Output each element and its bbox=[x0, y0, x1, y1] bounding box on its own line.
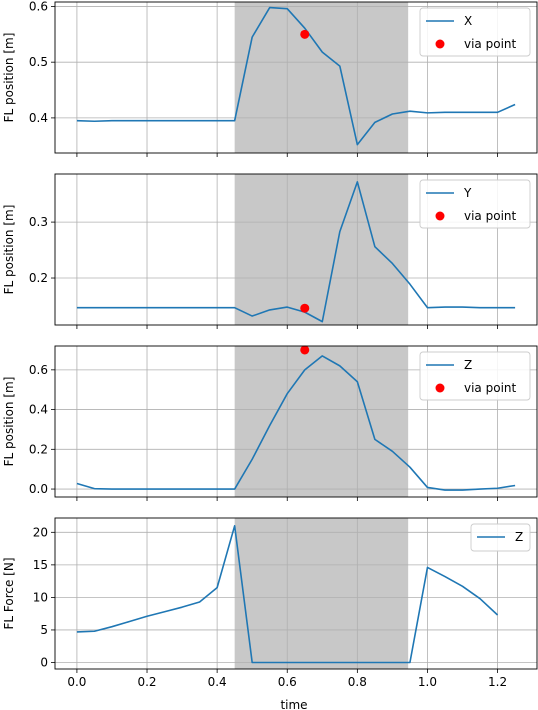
shaded-region bbox=[234, 346, 409, 497]
legend-box bbox=[419, 351, 531, 401]
y-axis-label: FL Force [N] bbox=[2, 557, 16, 629]
y-tick-label: 0.6 bbox=[29, 363, 48, 377]
y-tick-label: 10 bbox=[33, 590, 48, 604]
shaded-region bbox=[234, 174, 409, 325]
legend-label: via point bbox=[464, 381, 517, 395]
y-tick-label: 0.2 bbox=[29, 271, 48, 285]
y-tick-label: 5 bbox=[40, 623, 48, 637]
legend-box bbox=[419, 179, 531, 229]
axes-frame bbox=[54, 345, 538, 498]
y-tick-label: 0.0 bbox=[29, 482, 48, 496]
legend-label: Y bbox=[463, 186, 472, 200]
via-point-marker bbox=[300, 345, 310, 355]
x-tick-label: 0.8 bbox=[348, 675, 367, 689]
series-line-x bbox=[76, 6, 516, 146]
x-tick-label: 0.4 bbox=[208, 675, 227, 689]
legend-label: Z bbox=[515, 530, 523, 544]
axes-frame bbox=[54, 173, 538, 326]
x-tick-label: 0.2 bbox=[137, 675, 156, 689]
legend-label: via point bbox=[464, 37, 517, 51]
series-line-z bbox=[76, 355, 516, 491]
y-tick-label: 0 bbox=[40, 655, 48, 669]
x-tick-label: 1.2 bbox=[488, 675, 507, 689]
legend-via-swatch bbox=[435, 39, 445, 49]
y-tick-label: 0.4 bbox=[29, 111, 48, 125]
series-line-y bbox=[76, 181, 516, 323]
legend-label: Z bbox=[464, 358, 472, 372]
legend-via-swatch bbox=[435, 383, 445, 393]
shaded-region bbox=[234, 2, 409, 153]
subplot-4: 0.0 0.2 0.4 0.6 0.8 1.0 1.2 0 5 10 15 20 FL Force [N… bbox=[2, 517, 538, 689]
y-tick-label: 0.5 bbox=[29, 55, 48, 69]
y-tick-label: 20 bbox=[33, 525, 48, 539]
y-axis-label: FL position [m] bbox=[2, 377, 16, 467]
y-tick-label: 0.2 bbox=[29, 442, 48, 456]
y-tick-label: 15 bbox=[33, 558, 48, 572]
series-line-z bbox=[76, 525, 499, 664]
y-tick-label: 0.4 bbox=[29, 403, 48, 417]
axes-frame bbox=[54, 1, 538, 154]
via-point-marker bbox=[300, 29, 310, 39]
x-tick-label: 1.0 bbox=[418, 675, 437, 689]
via-point-marker bbox=[300, 303, 310, 313]
legend: Z bbox=[470, 523, 531, 552]
y-tick-label: 0.6 bbox=[29, 0, 48, 13]
x-axis-label: time bbox=[280, 698, 307, 710]
legend-label: X bbox=[464, 14, 472, 28]
x-tick-label: 0.6 bbox=[278, 675, 297, 689]
legend-label: via point bbox=[464, 209, 517, 223]
legend-via-swatch bbox=[435, 211, 445, 221]
shaded-region bbox=[234, 518, 409, 669]
y-axis-label: FL position [m] bbox=[2, 33, 16, 123]
y-axis-label: FL position [m] bbox=[2, 205, 16, 295]
x-tick-label: 0.0 bbox=[67, 675, 86, 689]
legend-box bbox=[419, 7, 531, 57]
axes-frame bbox=[54, 517, 538, 670]
y-tick-label: 0.3 bbox=[29, 215, 48, 229]
